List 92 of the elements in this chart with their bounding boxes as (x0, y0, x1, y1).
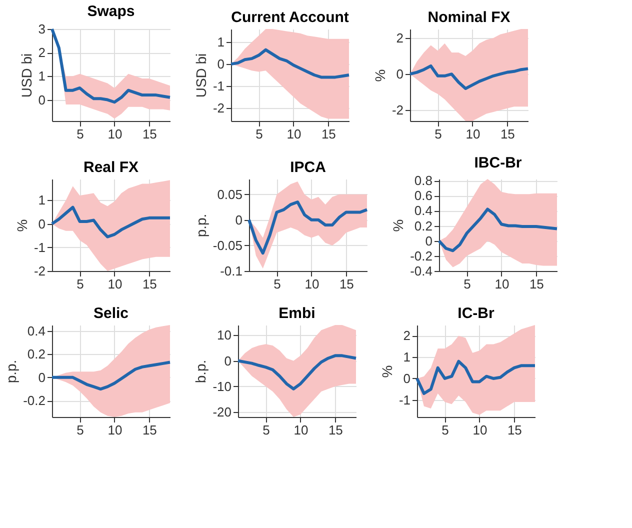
x-tick-label: 15 (142, 276, 157, 292)
line-series (438, 208, 558, 252)
y-tick-label: 2 (38, 45, 46, 60)
y-tick-label: -2 (212, 100, 224, 116)
chart-title: Selic (93, 304, 129, 322)
x-tick-label: 10 (108, 126, 122, 142)
y-tick-label: 0.2 (27, 346, 46, 362)
x-tick-label: 10 (494, 276, 510, 292)
y-tick-label: -0.2 (410, 248, 432, 264)
y-tick-label: 0.05 (217, 186, 242, 202)
x-tick-label: 15 (339, 276, 354, 292)
x-tick-label: 15 (507, 422, 522, 438)
x-tick-label: 15 (142, 422, 157, 438)
y-tick-label: 0 (38, 92, 46, 108)
line-series (50, 360, 172, 391)
line-series (408, 64, 530, 90)
y-tick-label: -1 (34, 240, 46, 255)
y-tick-label: 0 (396, 66, 404, 82)
line-series (50, 206, 172, 238)
x-tick-label: 10 (466, 126, 480, 142)
y-tick-label: 0.2 (414, 218, 432, 234)
x-tick-label: 15 (321, 126, 336, 142)
chart-title: Embi (278, 305, 316, 322)
chart-title: IBC-Br (474, 154, 522, 172)
line-series (236, 354, 358, 390)
y-tick-label: 1 (403, 350, 410, 365)
y-tick-label: -0.4 (410, 264, 432, 278)
line-series (248, 200, 368, 255)
x-tick-label: 5 (76, 422, 84, 438)
y-tick-label: 0 (38, 216, 46, 232)
y-tick-label: 0.6 (414, 188, 432, 204)
y-axis-title: p.p. (192, 214, 209, 238)
y-tick-label: 0.4 (414, 203, 432, 218)
x-tick-label: 15 (142, 126, 157, 142)
y-tick-label: -2 (34, 264, 46, 278)
x-tick-label: 10 (472, 422, 488, 438)
y-tick-label: -0.2 (23, 393, 46, 408)
x-tick-label: 15 (529, 276, 544, 292)
y-tick-label: -1 (398, 392, 410, 408)
y-tick-label: -0.05 (212, 238, 242, 253)
chart-title: IPCA (290, 159, 326, 176)
y-tick-label: 1 (217, 34, 224, 50)
y-tick-label: 10 (217, 328, 232, 343)
y-axis-title: % (390, 219, 406, 232)
y-tick-label: -2 (392, 102, 404, 118)
x-tick-label: 5 (76, 276, 84, 292)
x-tick-label: 10 (304, 276, 320, 292)
y-axis-title: p.p. (3, 360, 20, 384)
line-series (230, 48, 350, 79)
y-tick-label: 0 (224, 353, 232, 368)
line-series (50, 28, 172, 104)
x-tick-label: 5 (76, 126, 84, 142)
y-tick-label: -10 (212, 378, 232, 394)
x-tick-label: 5 (274, 276, 281, 292)
y-tick-label: 0 (217, 56, 224, 72)
chart-title: Real FX (83, 159, 139, 176)
y-tick-label: 2 (396, 30, 404, 46)
x-tick-label: 10 (108, 276, 122, 292)
y-axis-title: % (372, 69, 388, 82)
y-tick-label: 0 (403, 370, 410, 386)
y-axis-title: % (14, 219, 30, 232)
y-axis-title: b.p. (192, 360, 209, 384)
y-tick-label: 0 (38, 370, 46, 385)
x-tick-label: 10 (286, 126, 302, 142)
y-tick-label: 2 (403, 328, 410, 344)
y-tick-label: 0 (235, 212, 242, 228)
chart-title: Nominal FX (428, 9, 510, 26)
y-tick-label: 3 (38, 22, 46, 36)
y-axis-title: USD bi (192, 53, 209, 98)
x-tick-label: 5 (464, 276, 471, 292)
x-tick-label: 5 (434, 126, 442, 142)
y-axis-title: % (378, 365, 395, 378)
y-tick-label: -20 (212, 404, 232, 420)
y-tick-label: 1 (38, 68, 46, 84)
line-series (416, 360, 536, 395)
x-tick-label: 15 (500, 126, 515, 142)
x-tick-label: 10 (294, 422, 308, 438)
chart-title: Current Account (231, 9, 349, 26)
y-tick-label: 0 (425, 233, 432, 248)
y-tick-label: 1 (38, 192, 46, 208)
y-axis-title: USD bi (18, 53, 34, 98)
x-tick-label: 15 (328, 422, 343, 438)
x-tick-label: 5 (262, 422, 270, 438)
chart-title: Swaps (87, 3, 135, 20)
x-tick-label: 10 (108, 422, 122, 438)
chart-title: IC-Br (458, 305, 494, 322)
y-tick-label: 0.8 (414, 173, 432, 188)
y-tick-label: 0.4 (27, 323, 46, 338)
x-tick-label: 5 (442, 422, 449, 438)
x-tick-label: 5 (256, 126, 263, 142)
y-tick-label: -0.1 (220, 264, 242, 278)
y-tick-label: -1 (212, 78, 224, 94)
